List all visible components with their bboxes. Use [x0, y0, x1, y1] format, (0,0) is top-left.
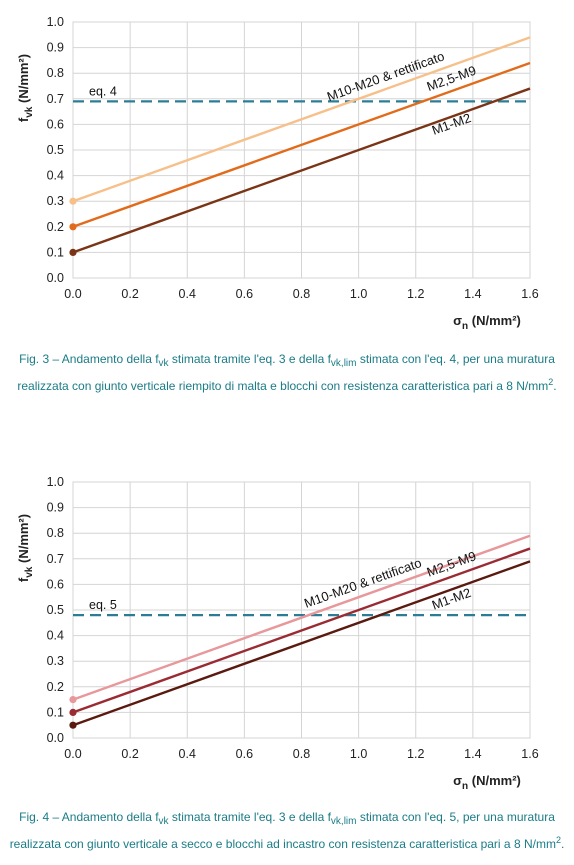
series-label: M1-M2: [430, 110, 473, 138]
y-tick-label: 0.6: [47, 117, 64, 131]
y-axis-title: fvk (N/mm²): [16, 514, 35, 582]
y-tick-label: 1.0: [47, 475, 64, 489]
x-tick-label: 1.4: [464, 747, 481, 761]
y-tick-label: 0.3: [47, 194, 64, 208]
x-axis-title-symbol: σ: [453, 773, 462, 788]
x-tick-label: 0.0: [64, 287, 81, 301]
x-tick-label: 1.4: [464, 287, 481, 301]
x-tick-label: 1.6: [521, 287, 538, 301]
caption-text: .: [553, 379, 557, 393]
y-axis-title-symbol: f: [16, 117, 31, 122]
figure-3-caption: Fig. 3 – Andamento della fvk stimata tra…: [0, 350, 574, 396]
series-start-point: [69, 721, 77, 729]
x-tick-label: 0.8: [293, 747, 310, 761]
caption-text: stimata con l'eq. 4, per una muratura re…: [17, 352, 555, 393]
x-axis-title-unit: (N/mm²): [468, 773, 521, 788]
x-tick-label: 0.2: [121, 287, 138, 301]
reference-line-label: eq. 5: [89, 598, 117, 612]
y-tick-label: 0.7: [47, 92, 64, 106]
y-tick-label: 0.2: [47, 680, 64, 694]
series-line: [72, 547, 531, 714]
caption-subscript: vk: [158, 358, 169, 369]
y-axis-title-unit: (N/mm²): [16, 514, 31, 567]
chart-3-svg: 0.0 0.1 0.2 0.3 0.4 0.5 0.6 0.7 0.8 0.9 1.0 0.0 0.2 0…: [16, 15, 539, 332]
y-tick-label: 0.0: [47, 271, 64, 285]
y-tick-label: 0.3: [47, 654, 64, 668]
series-line: [72, 61, 531, 228]
x-tick-label: 1.6: [521, 747, 538, 761]
x-axis-title: σn (N/mm²): [453, 773, 521, 792]
y-axis-title: fvk (N/mm²): [16, 54, 35, 122]
series-line: [72, 36, 531, 203]
x-tick-label: 0.4: [179, 287, 196, 301]
y-axis-title-symbol: f: [16, 577, 31, 582]
caption-text: Fig. 3 – Andamento della f: [19, 352, 159, 366]
x-axis-title-unit: (N/mm²): [468, 313, 521, 328]
y-tick-label: 0.7: [47, 552, 64, 566]
caption-superscript: 2: [555, 835, 561, 845]
y-tick-label: 0.1: [47, 245, 64, 259]
series-line: [72, 560, 531, 727]
chart-figure-4: 0.0 0.1 0.2 0.3 0.4 0.5 0.6 0.7 0.8 0.9 1.0 0.0 0.2 0…: [0, 460, 574, 805]
y-tick-label: 0.2: [47, 220, 64, 234]
x-tick-label: 0.6: [236, 287, 253, 301]
series-start-point: [69, 223, 77, 231]
y-tick-label: 0.8: [47, 526, 64, 540]
caption-text: stimata tramite l'eq. 3 e della f: [168, 352, 331, 366]
caption-text: .: [560, 837, 565, 851]
chart-4-svg: 0.0 0.1 0.2 0.3 0.4 0.5 0.6 0.7 0.8 0.9 1.0 0.0 0.2 0…: [16, 475, 539, 792]
x-tick-label: 1.0: [350, 287, 367, 301]
series-line: [72, 87, 531, 254]
x-tick-label: 0.6: [236, 747, 253, 761]
series-start-point: [69, 696, 77, 704]
series-line: [72, 534, 531, 701]
series-start-point: [69, 197, 77, 205]
x-axis-title-subscript: n: [462, 321, 468, 332]
caption-text: Fig. 4 – Andamento della f: [19, 810, 159, 824]
y-tick-label: 0.6: [47, 577, 64, 591]
y-tick-label: 0.1: [47, 705, 64, 719]
x-tick-label: 1.2: [407, 287, 424, 301]
y-tick-label: 0.9: [47, 41, 64, 55]
x-tick-label: 0.8: [293, 287, 310, 301]
y-axis-title-unit: (N/mm²): [16, 54, 31, 107]
x-axis-title-subscript: n: [462, 781, 468, 792]
chart-figure-3: 0.0 0.1 0.2 0.3 0.4 0.5 0.6 0.7 0.8 0.9 1.0 0.0 0.2 0…: [0, 0, 574, 345]
caption-subscript: vk,lim: [330, 816, 357, 827]
reference-line-label: eq. 4: [89, 84, 117, 98]
x-tick-label: 1.0: [350, 747, 367, 761]
series-start-point: [69, 248, 77, 256]
x-tick-label: 0.2: [121, 747, 138, 761]
caption-text: stimata tramite l'eq. 3 e della f: [168, 810, 331, 824]
y-axis-title-subscript: vk: [24, 106, 35, 118]
y-axis-title-subscript: vk: [24, 566, 35, 578]
y-tick-label: 0.9: [47, 501, 64, 515]
series-label: M10-M20 & rettificato: [302, 555, 423, 611]
x-axis-title-symbol: σ: [453, 313, 462, 328]
caption-subscript: vk,lim: [330, 358, 357, 369]
caption-superscript: 2: [548, 377, 554, 387]
y-tick-label: 1.0: [47, 15, 64, 29]
series-label: M2,5-M9: [425, 548, 478, 579]
y-tick-label: 0.5: [47, 143, 64, 157]
figure-4-caption: Fig. 4 – Andamento della fvk stimata tra…: [0, 808, 574, 854]
y-tick-label: 0.0: [47, 731, 64, 745]
x-tick-label: 0.0: [64, 747, 81, 761]
y-tick-label: 0.8: [47, 66, 64, 80]
caption-text: stimata con l'eq. 5, per una muratura re…: [9, 810, 556, 851]
x-tick-label: 1.2: [407, 747, 424, 761]
y-tick-label: 0.5: [47, 603, 64, 617]
y-tick-label: 0.4: [47, 629, 64, 643]
y-tick-label: 0.4: [47, 169, 64, 183]
x-axis-title: σn (N/mm²): [453, 313, 521, 332]
caption-subscript: vk: [158, 816, 169, 827]
series-start-point: [69, 708, 77, 716]
x-tick-label: 0.4: [179, 747, 196, 761]
series-label: M10-M20 & rettificato: [325, 48, 446, 104]
